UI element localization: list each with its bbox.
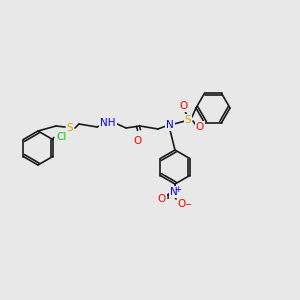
Text: −: − [184,200,191,209]
Text: S: S [67,123,73,133]
Text: N: N [166,120,174,130]
Text: O: O [133,136,141,146]
Text: O: O [178,199,186,209]
Text: O: O [158,194,166,204]
Text: O: O [196,122,204,132]
Text: S: S [185,115,191,125]
Text: +: + [175,184,182,194]
Text: N: N [170,187,178,197]
Text: NH: NH [100,118,116,128]
Text: O: O [180,101,188,111]
Text: Cl: Cl [56,133,67,142]
